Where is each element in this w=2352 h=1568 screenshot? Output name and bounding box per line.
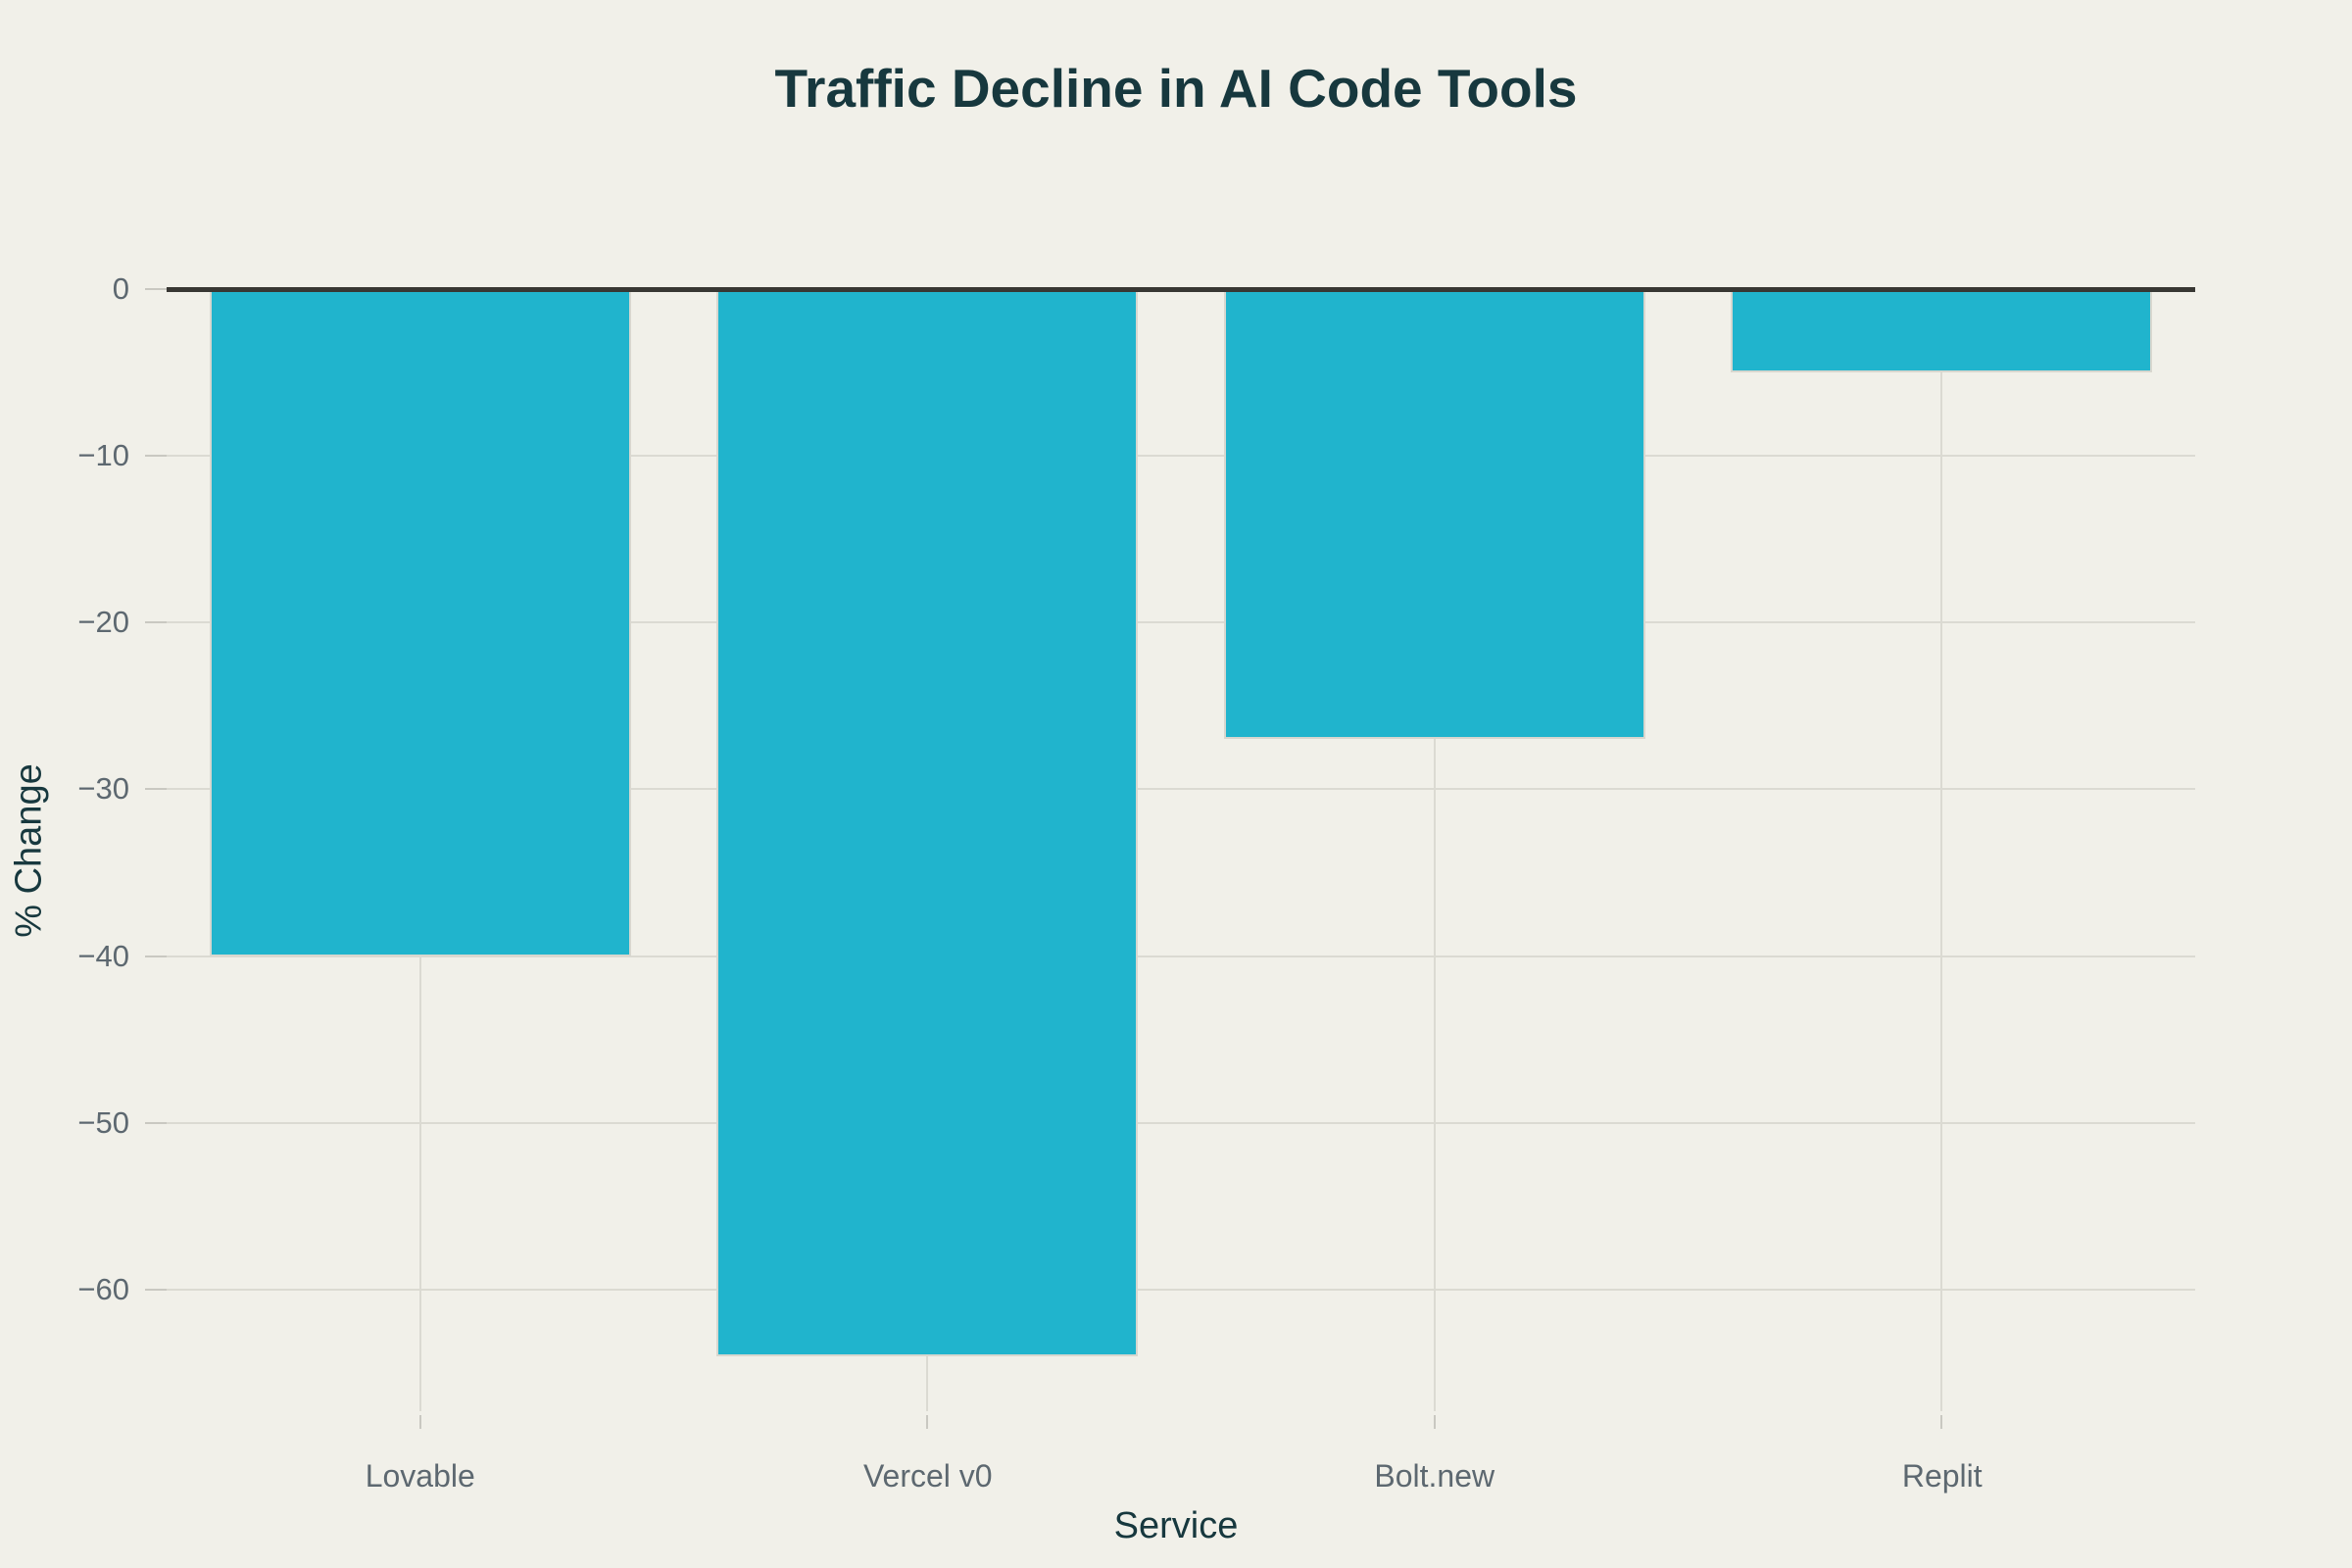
y-tick-mark <box>145 621 167 624</box>
h-gridline <box>167 621 2195 624</box>
y-tick-mark <box>145 1288 167 1291</box>
y-tick-mark <box>145 788 167 791</box>
h-gridline <box>167 788 2195 791</box>
zero-axis-line <box>167 286 2195 292</box>
y-tick-label: −10 <box>77 438 129 473</box>
v-gridline <box>1940 289 1943 1411</box>
y-tick-label: 0 <box>112 271 129 306</box>
y-tick-mark <box>145 1121 167 1124</box>
x-tick-mark <box>1940 1415 1943 1429</box>
y-tick-mark <box>145 455 167 458</box>
bar-bolt-new <box>1224 289 1645 739</box>
h-gridline <box>167 455 2195 458</box>
x-tick-label: Vercel v0 <box>862 1458 993 1494</box>
y-tick-label: −60 <box>77 1271 129 1306</box>
y-tick-label: −30 <box>77 771 129 807</box>
bar-replit <box>1731 289 2152 372</box>
y-tick-mark <box>145 288 167 290</box>
y-tick-label: −50 <box>77 1104 129 1140</box>
y-tick-mark <box>145 955 167 957</box>
bar-lovable <box>210 289 631 956</box>
h-gridline <box>167 1121 2195 1124</box>
chart-title: Traffic Decline in AI Code Tools <box>774 58 1578 119</box>
h-gridline <box>167 955 2195 957</box>
x-axis-title: Service <box>1113 1505 1239 1546</box>
x-tick-mark <box>1433 1415 1436 1429</box>
y-tick-label: −20 <box>77 605 129 640</box>
x-tick-label: Bolt.new <box>1374 1458 1495 1494</box>
y-axis-title-text: % Change <box>8 763 50 938</box>
bar-vercel-v0 <box>716 289 1138 1356</box>
x-tick-label: Lovable <box>365 1458 475 1494</box>
v-gridline <box>1433 289 1436 1411</box>
h-gridline <box>167 1288 2195 1291</box>
x-tick-mark <box>926 1415 929 1429</box>
y-tick-label: −40 <box>77 938 129 973</box>
x-tick-label: Replit <box>1901 1458 1983 1494</box>
x-tick-mark <box>418 1415 421 1429</box>
